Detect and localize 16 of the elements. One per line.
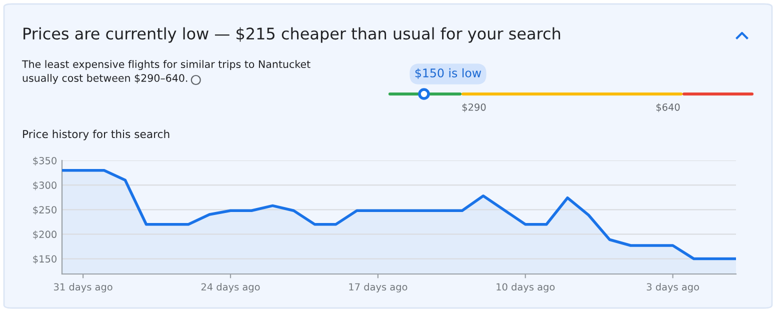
text: $150 is low [415, 68, 482, 79]
y-tick-label: $250 [33, 206, 56, 215]
y-tick-label: $150 [33, 255, 56, 264]
x-tick-label: 17 days ago [349, 283, 408, 292]
chart-title: Price history for this search [23, 130, 170, 140]
y-tick-label: $200 [33, 230, 56, 240]
text: $290 [462, 103, 486, 112]
x-tick-label: 10 days ago [496, 283, 555, 292]
y-tick-label: $350 [33, 156, 56, 166]
text: The least expensive flights for similar trips to Nantucket usually cost between $290–640. [22, 60, 310, 84]
text: $640 [656, 103, 680, 112]
x-tick-label: 3 days ago [646, 283, 699, 292]
x-tick-label: 24 days ago [201, 283, 260, 292]
y-tick-label: $300 [33, 181, 56, 190]
text: Prices are currently low — $215 cheaper than usual for your search [24, 27, 560, 43]
x-tick-label: 31 days ago [54, 283, 112, 292]
